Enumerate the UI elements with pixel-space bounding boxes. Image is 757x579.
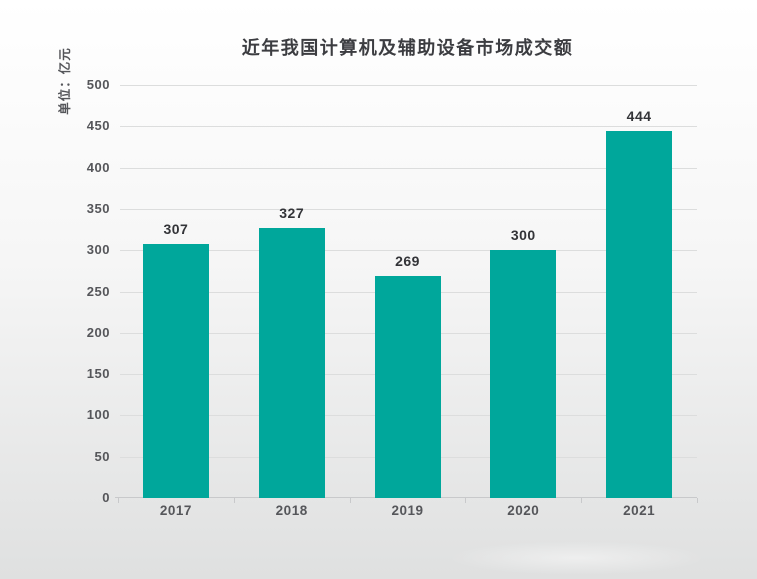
bar-value-label: 300 [510, 227, 536, 244]
y-tick-label: 300 [86, 242, 110, 258]
y-tick-label: 500 [86, 77, 110, 92]
y-tick-label: 400 [86, 159, 110, 175]
x-tick-label: 2020 [507, 503, 540, 518]
x-tick-label: 2021 [623, 503, 656, 518]
bar [142, 244, 209, 498]
gridline [120, 208, 697, 210]
bar-value-label: 307 [163, 221, 189, 238]
y-tick-label: 50 [94, 448, 110, 464]
bar [374, 275, 441, 498]
x-tick-label: 2018 [275, 503, 308, 518]
watermark [447, 541, 707, 575]
x-axis-tick [233, 498, 235, 503]
bar-value-label: 327 [279, 204, 305, 221]
y-tick-label: 0 [102, 490, 110, 505]
x-tick-label: 2017 [159, 503, 192, 518]
gridline [120, 126, 697, 128]
x-axis-tick [465, 498, 467, 503]
y-tick-label: 150 [86, 366, 110, 382]
y-tick-label: 450 [86, 118, 110, 134]
chart-title: 近年我国计算机及辅助设备市场成交额 [241, 38, 574, 58]
bar-value-label: 444 [626, 108, 652, 125]
x-axis-tick [349, 498, 351, 503]
x-axis-tick [118, 498, 119, 503]
x-axis-tick [697, 498, 698, 503]
gridline [120, 85, 697, 86]
bar [490, 250, 557, 498]
bar [258, 227, 325, 498]
y-tick-label: 200 [86, 324, 110, 340]
bar [606, 131, 673, 498]
x-tick-label: 2019 [391, 503, 424, 518]
y-tick-label: 100 [86, 407, 110, 423]
gridline [120, 167, 697, 169]
x-axis-tick [581, 498, 583, 503]
plot-area: 307 327 269 300 444 [115, 85, 697, 498]
y-tick-label: 350 [86, 200, 110, 216]
y-tick-label: 250 [86, 283, 110, 299]
bar-value-label: 269 [395, 252, 420, 269]
gridline [120, 250, 697, 252]
